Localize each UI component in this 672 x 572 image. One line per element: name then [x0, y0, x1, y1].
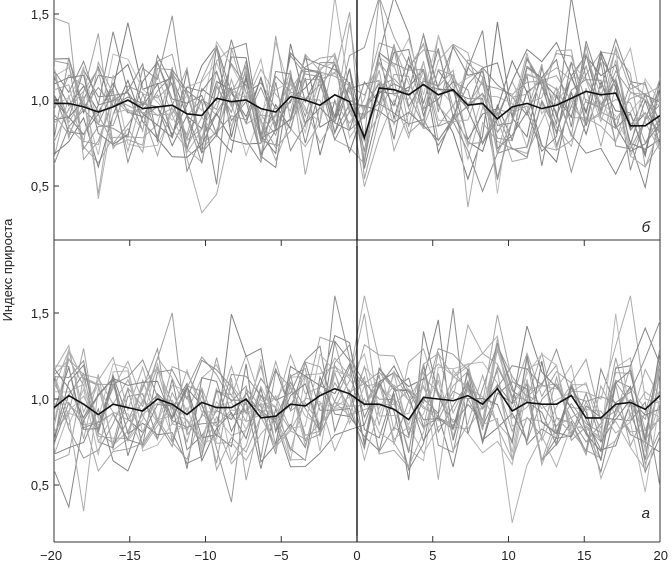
- x-tick-label: 15: [577, 548, 591, 563]
- y-tick-label: 1,5: [31, 7, 49, 22]
- y-tick-label: 1,0: [31, 93, 49, 108]
- x-tick-label: 5: [429, 548, 436, 563]
- y-tick-label: 1,5: [31, 306, 49, 321]
- x-tick-label: 20: [654, 548, 668, 563]
- x-tick-label: −20: [40, 548, 62, 563]
- x-tick-label: 0: [353, 548, 360, 563]
- chart-axes: 0,5 1,0 1,5 б 0,5 1,0 1,5 а −20 −15 −10 −5 0 5 10 15 20: [31, 0, 668, 563]
- y-axis-label: Индекс прироста: [0, 218, 15, 322]
- y-tick-label: 1,0: [31, 392, 49, 407]
- panel-label: а: [642, 505, 650, 522]
- x-tick-label: −15: [119, 548, 141, 563]
- x-tick-label: −10: [194, 548, 216, 563]
- x-tick-label: −5: [274, 548, 289, 563]
- y-tick-label: 0,5: [31, 179, 49, 194]
- y-tick-label: 0,5: [31, 478, 49, 493]
- x-tick-label: 10: [501, 548, 515, 563]
- panel-label: б: [642, 219, 651, 236]
